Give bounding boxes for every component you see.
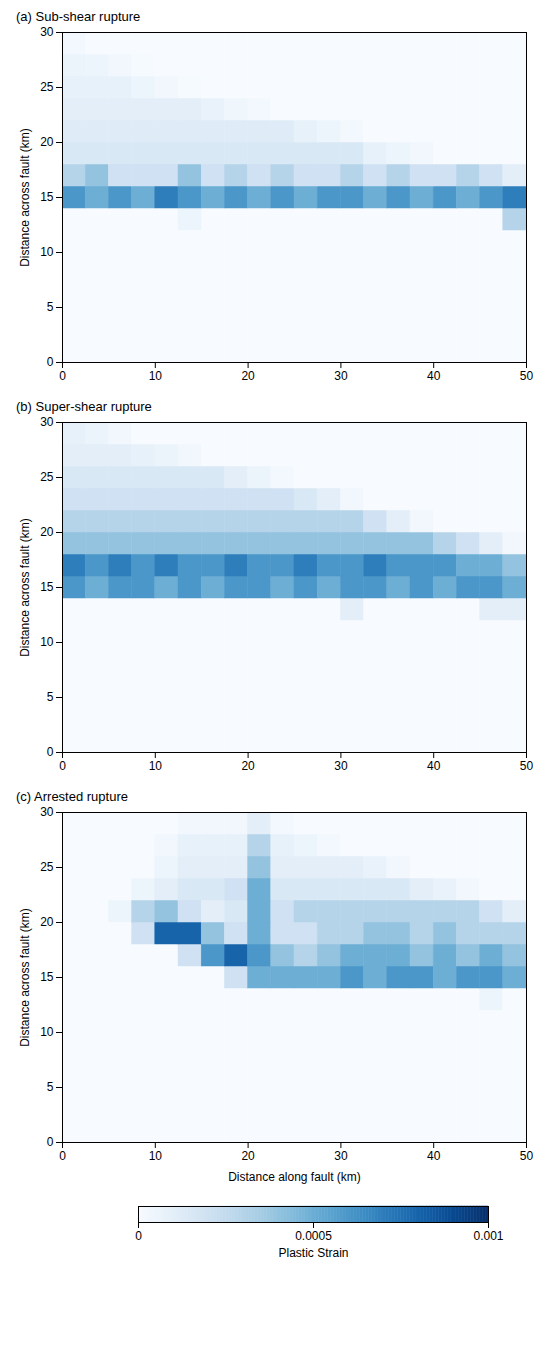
svg-text:0: 0 bbox=[47, 355, 54, 369]
svg-text:15: 15 bbox=[40, 580, 54, 594]
svg-text:10: 10 bbox=[149, 369, 163, 383]
svg-text:20: 20 bbox=[40, 525, 54, 539]
svg-text:Plastic Strain: Plastic Strain bbox=[278, 1246, 348, 1260]
svg-text:25: 25 bbox=[40, 80, 54, 94]
svg-text:0: 0 bbox=[47, 1135, 54, 1149]
svg-text:15: 15 bbox=[40, 190, 54, 204]
svg-text:0: 0 bbox=[59, 759, 66, 773]
svg-text:25: 25 bbox=[40, 470, 54, 484]
svg-text:10: 10 bbox=[40, 635, 54, 649]
svg-text:10: 10 bbox=[149, 1149, 163, 1163]
svg-text:15: 15 bbox=[40, 970, 54, 984]
svg-text:Distance across fault (km): Distance across fault (km) bbox=[18, 518, 32, 657]
svg-text:20: 20 bbox=[241, 1149, 255, 1163]
svg-text:Distance across fault (km): Distance across fault (km) bbox=[18, 128, 32, 267]
svg-text:50: 50 bbox=[520, 369, 534, 383]
svg-text:0: 0 bbox=[59, 1149, 66, 1163]
svg-text:20: 20 bbox=[241, 759, 255, 773]
svg-text:Distance along fault (km): Distance along fault (km) bbox=[228, 1170, 361, 1184]
svg-text:30: 30 bbox=[334, 1149, 348, 1163]
svg-text:Distance across fault (km): Distance across fault (km) bbox=[18, 908, 32, 1047]
svg-text:5: 5 bbox=[47, 300, 54, 314]
svg-text:20: 20 bbox=[241, 369, 255, 383]
svg-text:40: 40 bbox=[427, 369, 441, 383]
html-text:(a) Sub-shear rupture: (a) Sub-shear rupture bbox=[16, 9, 141, 24]
svg-text:25: 25 bbox=[40, 860, 54, 874]
svg-text:0.0005: 0.0005 bbox=[295, 1229, 332, 1243]
svg-text:0: 0 bbox=[47, 745, 54, 759]
svg-text:50: 50 bbox=[520, 759, 534, 773]
svg-text:5: 5 bbox=[47, 1080, 54, 1094]
svg-text:0.001: 0.001 bbox=[473, 1229, 503, 1243]
svg-text:30: 30 bbox=[40, 416, 54, 429]
svg-text:20: 20 bbox=[40, 915, 54, 929]
html-text:(c) Arrested rupture: (c) Arrested rupture bbox=[16, 789, 128, 804]
svg-text:10: 10 bbox=[149, 759, 163, 773]
svg-text:50: 50 bbox=[520, 1149, 534, 1163]
svg-text:30: 30 bbox=[40, 806, 54, 819]
svg-text:10: 10 bbox=[40, 1025, 54, 1039]
svg-text:0: 0 bbox=[135, 1229, 142, 1243]
svg-text:30: 30 bbox=[334, 369, 348, 383]
html-text:(b) Super-shear rupture: (b) Super-shear rupture bbox=[16, 399, 152, 414]
svg-text:5: 5 bbox=[47, 690, 54, 704]
svg-text:40: 40 bbox=[427, 759, 441, 773]
svg-text:40: 40 bbox=[427, 1149, 441, 1163]
svg-text:0: 0 bbox=[59, 369, 66, 383]
svg-text:20: 20 bbox=[40, 135, 54, 149]
svg-text:30: 30 bbox=[40, 26, 54, 39]
svg-text:30: 30 bbox=[334, 759, 348, 773]
svg-text:10: 10 bbox=[40, 245, 54, 259]
